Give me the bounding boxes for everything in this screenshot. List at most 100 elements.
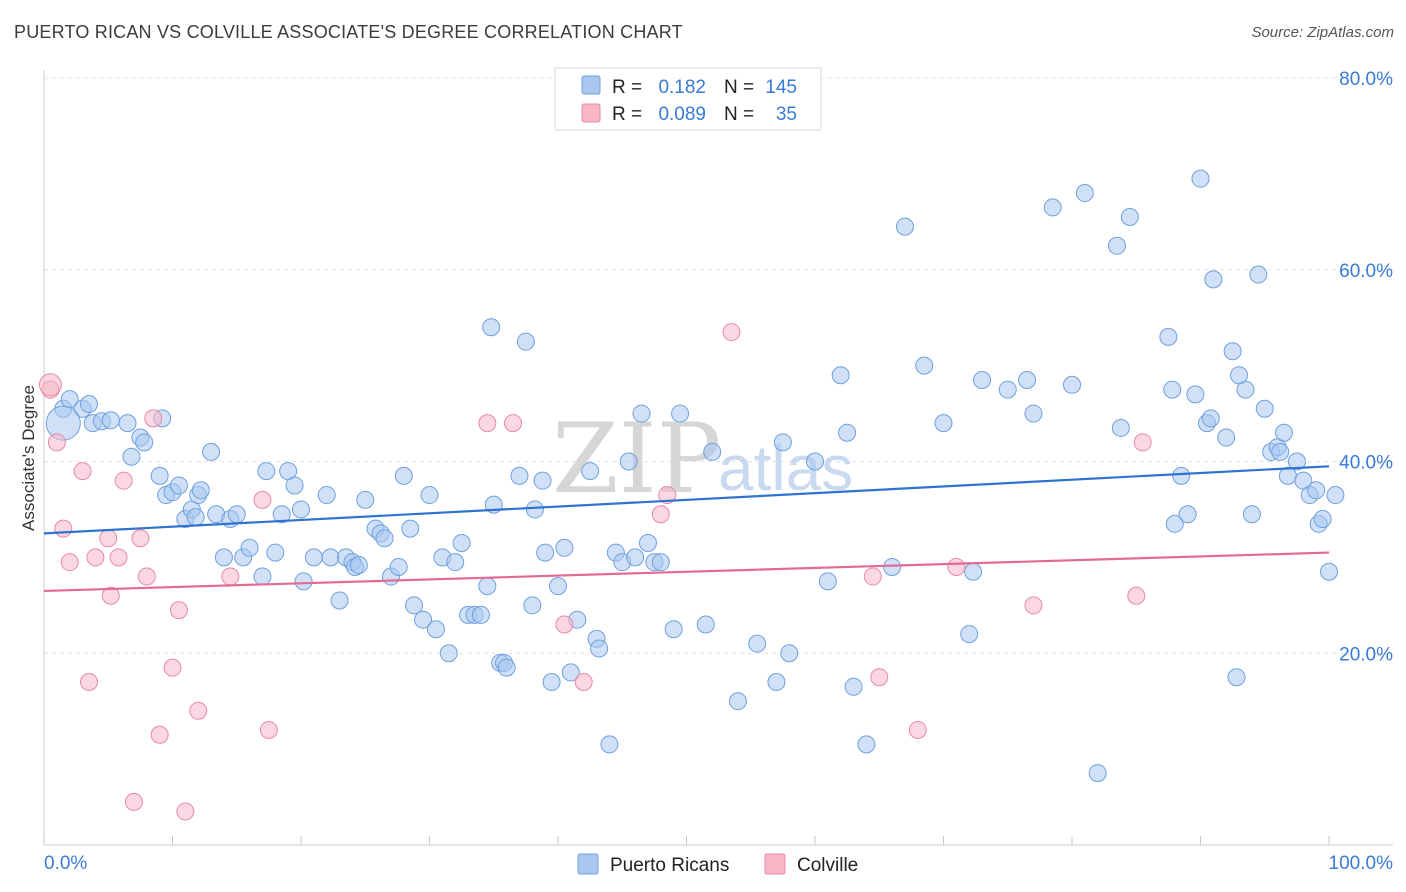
data-point-colville [114, 471, 133, 490]
data-point-puerto-ricans [240, 538, 259, 557]
data-point-puerto-ricans [1043, 198, 1062, 217]
data-point-colville [722, 323, 741, 342]
data-point-puerto-ricans [375, 529, 394, 548]
data-point-puerto-ricans [452, 533, 471, 552]
data-point-puerto-ricans [1178, 505, 1197, 524]
data-point-colville [131, 529, 150, 548]
data-point-puerto-ricans [122, 447, 141, 466]
data-point-puerto-ricans [960, 625, 979, 644]
data-point-puerto-ricans [304, 548, 323, 567]
data-point-puerto-ricans [883, 557, 902, 576]
data-point-puerto-ricans [202, 442, 221, 461]
data-point-puerto-ricans [632, 404, 651, 423]
data-point-colville [1024, 596, 1043, 615]
data-point-puerto-ricans [651, 553, 670, 572]
y-tick-label: 40.0% [1339, 453, 1393, 474]
y-tick-label: 60.0% [1339, 261, 1393, 282]
data-point-puerto-ricans [844, 677, 863, 696]
data-point-puerto-ricans [1287, 452, 1306, 471]
data-point-puerto-ricans [1186, 385, 1205, 404]
data-point-puerto-ricans [482, 318, 501, 337]
data-point-puerto-ricans [1201, 409, 1220, 428]
legend-swatch-puerto-ricans [581, 75, 601, 95]
data-point-puerto-ricans [294, 572, 313, 591]
data-point-puerto-ricans [671, 404, 690, 423]
data-point-puerto-ricans [1088, 764, 1107, 783]
data-point-puerto-ricans [1075, 184, 1094, 203]
data-point-puerto-ricans [1242, 505, 1261, 524]
source-label: Source: ZipAtlas.com [1251, 24, 1394, 41]
data-point-colville [137, 567, 156, 586]
data-point-puerto-ricans [79, 394, 98, 413]
legend-r-label-1: R = [612, 77, 642, 98]
trend-line-colville [43, 551, 1330, 593]
data-point-puerto-ricans [1163, 380, 1182, 399]
data-point-colville [870, 668, 889, 687]
data-point-puerto-ricans [1172, 466, 1191, 485]
data-point-puerto-ricans [446, 553, 465, 572]
chart-title: PUERTO RICAN VS COLVILLE ASSOCIATE'S DEG… [14, 22, 683, 42]
data-point-puerto-ricans [780, 644, 799, 663]
data-point-puerto-ricans [1159, 327, 1178, 346]
data-point-puerto-ricans [1024, 404, 1043, 423]
data-point-puerto-ricans [857, 735, 876, 754]
data-point-puerto-ricans [626, 548, 645, 567]
data-point-puerto-ricans [227, 505, 246, 524]
data-point-puerto-ricans [317, 486, 336, 505]
data-point-puerto-ricans [600, 735, 619, 754]
data-point-puerto-ricans [394, 466, 413, 485]
data-point-colville [124, 792, 143, 811]
data-point-puerto-ricans [1217, 428, 1236, 447]
bottom-legend-label-puerto-ricans: Puerto Ricans [610, 855, 729, 876]
data-point-puerto-ricans [1326, 486, 1345, 505]
data-point-puerto-ricans [471, 605, 490, 624]
data-point-puerto-ricans [101, 411, 120, 430]
grid-lines [44, 77, 1393, 654]
data-point-colville [574, 673, 593, 692]
data-point-puerto-ricans [169, 476, 188, 495]
data-point-puerto-ricans [806, 452, 824, 471]
data-point-puerto-ricans [696, 615, 715, 634]
data-point-colville [1133, 433, 1152, 452]
data-point-puerto-ricans [401, 519, 420, 538]
data-point-puerto-ricans [516, 332, 535, 351]
data-point-puerto-ricans [330, 591, 349, 610]
data-point-puerto-ricans [1227, 668, 1246, 687]
data-point-colville [221, 567, 240, 586]
bottom-legend: Puerto Ricans Colville [577, 853, 858, 876]
data-point-puerto-ricans [1249, 265, 1268, 284]
data-point-puerto-ricans [349, 556, 368, 575]
data-point-puerto-ricans [1313, 510, 1332, 529]
data-point-puerto-ricans [1223, 342, 1242, 361]
data-point-puerto-ricans [186, 508, 205, 527]
data-point-puerto-ricans [1111, 418, 1130, 437]
data-point-puerto-ricans [555, 538, 574, 557]
data-point-puerto-ricans [405, 596, 424, 615]
data-point-puerto-ricans [831, 366, 850, 385]
data-point-colville [189, 701, 208, 720]
data-point-colville [109, 548, 128, 567]
data-point-colville [555, 615, 574, 634]
data-point-colville [38, 373, 62, 397]
trend-line-puerto-ricans [43, 465, 1330, 535]
data-point-colville [863, 567, 882, 586]
data-point-puerto-ricans [998, 380, 1017, 399]
data-point-puerto-ricans [533, 471, 552, 490]
data-point-colville [86, 548, 105, 567]
bottom-legend-label-colville: Colville [797, 855, 858, 876]
data-point-puerto-ricans [150, 466, 169, 485]
data-point-puerto-ricans [767, 673, 786, 692]
data-point-puerto-ricans [838, 423, 857, 442]
data-point-colville [73, 462, 92, 481]
data-point-puerto-ricans [118, 414, 137, 433]
data-point-colville [163, 658, 182, 677]
data-point-puerto-ricans [1320, 562, 1338, 581]
data-point-puerto-ricans [973, 371, 992, 390]
data-point-puerto-ricans [728, 692, 747, 711]
legend-r-value-2: 0.089 [658, 104, 706, 125]
data-point-puerto-ricans [292, 500, 310, 519]
legend-n-value-1: 145 [765, 77, 797, 98]
data-point-puerto-ricans [1204, 270, 1223, 289]
data-point-puerto-ricans [266, 543, 285, 562]
